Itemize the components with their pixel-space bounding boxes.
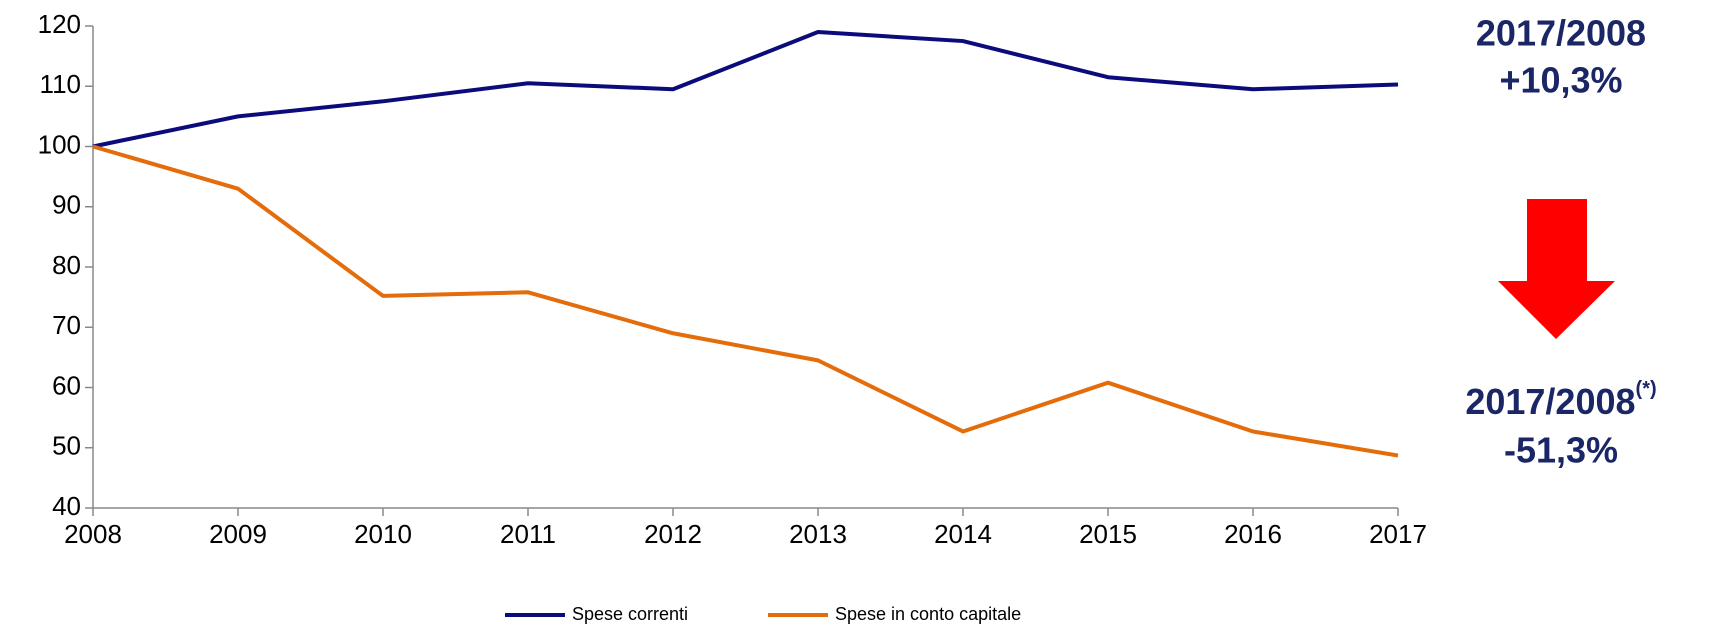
annotation: 2017/2008 xyxy=(1476,13,1646,54)
annotation: +10,3% xyxy=(1499,60,1622,101)
x-tick-label: 2014 xyxy=(934,519,992,549)
annotation-superscript: (*) xyxy=(1636,378,1657,400)
x-tick-label: 2011 xyxy=(500,519,556,549)
x-tick-label: 2013 xyxy=(789,519,847,549)
x-tick-label: 2015 xyxy=(1079,519,1137,549)
y-tick-label: 120 xyxy=(38,9,81,39)
legend-label: Spese in conto capitale xyxy=(835,604,1021,624)
annotation-text: 2017/2008 xyxy=(1465,381,1635,422)
y-tick-label: 40 xyxy=(52,491,81,521)
y-tick-label: 100 xyxy=(38,129,81,159)
y-tick-label: 60 xyxy=(52,370,81,400)
annotation: 2017/2008(*) xyxy=(1465,378,1656,421)
y-tick-label: 80 xyxy=(52,250,81,280)
x-tick-label: 2010 xyxy=(354,519,412,549)
annotation: -51,3% xyxy=(1504,430,1618,471)
x-tick-label: 2008 xyxy=(64,519,122,549)
arrow-down xyxy=(1498,199,1615,339)
x-tick-label: 2009 xyxy=(209,519,267,549)
legend-label: Spese correnti xyxy=(572,604,688,624)
x-tick-label: 2016 xyxy=(1224,519,1282,549)
x-tick-label: 2017 xyxy=(1369,519,1427,549)
y-tick-label: 110 xyxy=(40,69,81,99)
y-tick-label: 50 xyxy=(52,431,81,461)
line-series xyxy=(92,30,1399,149)
x-tick-label: 2012 xyxy=(644,519,702,549)
line-series xyxy=(92,144,1399,458)
y-tick-label: 90 xyxy=(52,190,81,220)
y-tick-label: 70 xyxy=(52,310,81,340)
